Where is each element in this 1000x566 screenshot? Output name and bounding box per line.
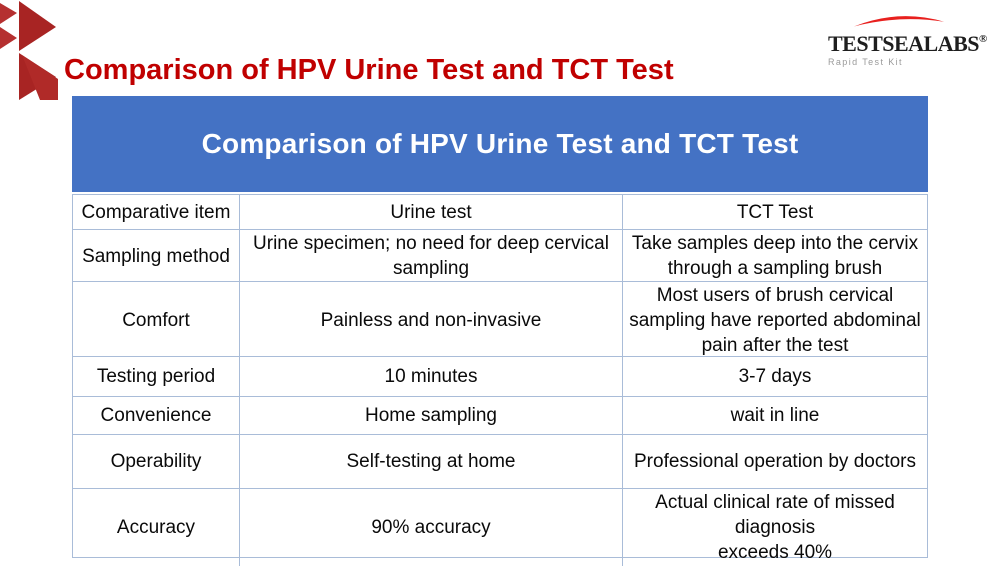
brand-logo: TESTSEALABS® Rapid Test Kit [828, 14, 988, 67]
table-header-row: Comparative item Urine test TCT Test [73, 195, 927, 230]
table-row: Operability Self-testing at home Profess… [73, 435, 927, 489]
table-cell: Comparative item [73, 195, 240, 229]
table-cell: Home sampling [240, 397, 623, 434]
table-body: Comparative item Urine test TCT Test Sam… [72, 194, 928, 566]
table-cell: Take samples deep into the cervix throug… [631, 233, 919, 279]
brand-name-text: TESTSEALABS [828, 31, 980, 56]
table-cell: Painless and non-invasive [240, 282, 623, 359]
table-cell: wait in line [730, 405, 820, 426]
table-row: Sampling method Urine specimen; no need … [73, 230, 927, 282]
registered-trademark-icon: ® [979, 33, 988, 45]
brand-swoosh-icon [853, 16, 945, 27]
brand-name: TESTSEALABS® [828, 28, 988, 55]
table-row: Comfort Painless and non-invasive Most u… [73, 282, 927, 359]
table-cell: Testing period [73, 357, 240, 396]
table-cell: 3-7 days [738, 366, 812, 387]
table-title-bar: Comparison of HPV Urine Test and TCT Tes… [72, 96, 928, 192]
table-cell: Sampling method [73, 230, 240, 282]
table-cell: Self-testing at home [240, 435, 623, 488]
table-cell: Urine specimen; no need for deep cervica… [240, 230, 623, 282]
table-cell: Professional operation by doctors [634, 451, 916, 472]
table-row: Convenience Home sampling wait in line [73, 397, 927, 435]
table-cell: Accuracy [73, 489, 240, 566]
table-cell: Most users of brush cervical sampling ha… [629, 285, 921, 356]
table-row: Testing period 10 minutes 3-7 days [73, 357, 927, 397]
table-cell: Actual clinical rate of missed diagnosis… [655, 492, 895, 563]
table-cell: TCT Test [736, 201, 814, 223]
table-cell: Operability [73, 435, 240, 488]
table-cell: 10 minutes [240, 357, 623, 396]
table-cell: Convenience [73, 397, 240, 434]
red-triangles-logo-icon [0, 1, 58, 100]
page-title: Comparison of HPV Urine Test and TCT Tes… [64, 54, 674, 86]
table-cell: Comfort [73, 282, 240, 359]
table-cell: Urine test [240, 195, 623, 229]
table-row: Accuracy 90% accuracy Actual clinical ra… [73, 489, 927, 566]
brand-tagline: Rapid Test Kit [828, 57, 903, 67]
table-cell: 90% accuracy [240, 489, 623, 566]
comparison-table: Comparison of HPV Urine Test and TCT Tes… [72, 96, 928, 566]
